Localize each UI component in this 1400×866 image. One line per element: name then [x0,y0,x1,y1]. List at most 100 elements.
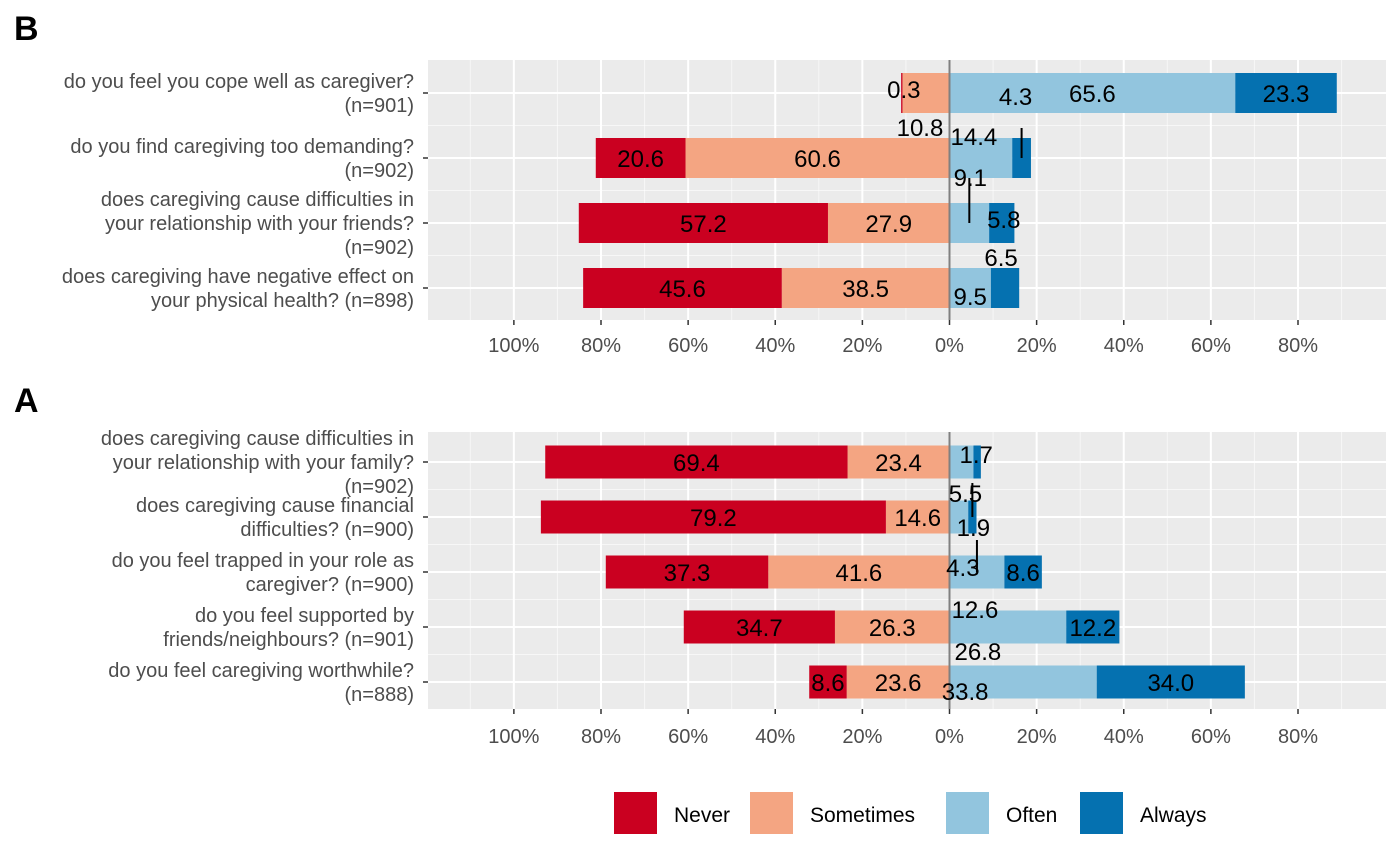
bars [540,445,1245,699]
bar-often [949,138,1013,178]
legend-key-sometimes [750,792,793,834]
bar-sometimes [685,138,950,178]
y-axis: do you feel you cope well as caregiver?(… [62,71,428,312]
x-tick-label: 0% [935,726,964,748]
x-tick-label: 40% [755,726,795,748]
question-label: does caregiving cause financial difficult… [136,495,414,541]
bar-label-always: 34.0 [1147,670,1194,697]
bar-label-never: 0.3 [887,77,920,104]
question-label: do you feel caregiving worthwhile? (n=888… [108,660,414,706]
bar-never [683,610,835,644]
question-label-line: (n=902) [345,476,415,498]
x-tick-label: 80% [1278,726,1318,748]
question-label: do you feel supported by friends/neighbou… [163,605,414,651]
bar-label-never: 79.2 [690,505,737,532]
bar-label-never: 8.6 [811,670,844,697]
bar-label-often: 9.1 [954,165,987,192]
bar-always [1235,73,1337,113]
bar-always [973,445,981,479]
bar-sometimes [846,665,950,699]
bar-label-often: 26.8 [955,639,1002,666]
question-label: do you find caregiving too demanding? (n=… [70,136,414,182]
x-tick-label: 60% [668,726,708,748]
legend-label-often: Often [1006,804,1057,827]
panel-letter-a: A [14,382,39,420]
question-label-line: do you find caregiving too demanding? [70,136,414,158]
bar-always [990,268,1020,308]
x-tick-label: 80% [581,726,621,748]
question-label-line: difficulties? (n=900) [240,519,414,541]
bar-often [949,268,991,308]
legend: Never Sometimes Often Always [614,792,1207,834]
question-label-line: does caregiving cause difficulties in [101,428,414,450]
bar-always [1066,610,1120,644]
x-tick-label: 40% [1104,726,1144,748]
legend-item-never: Never [614,792,730,834]
panel-a: A 69.4 23.4 5.5 1.7 79.2 14.64.3 1.9 37.3 41.6 12.… [14,382,1386,748]
bar-always [989,203,1015,243]
x-tick-label: 60% [1191,335,1231,357]
bar-labels: 0.3 10.8 65.6 23.3 20.6 60.6 14.44.3 57.2 27.9 9.… [617,77,1309,311]
x-tick-label: 20% [842,335,882,357]
bar-sometimes [885,500,950,534]
bar-label-never: 45.6 [659,276,706,303]
question-label-line: caregiver? (n=900) [246,574,414,596]
bar-labels: 69.4 23.4 5.5 1.7 79.2 14.64.3 1.9 37.3 41.6 12.6… [664,442,1194,706]
x-tick-label: 60% [1191,726,1231,748]
question-label: does caregiving have negative effect on y… [62,266,414,312]
bar-sometimes [834,610,950,644]
bar-often [949,500,969,534]
bar-label-sometimes: 10.8 [897,115,944,142]
question-label: does caregiving cause difficulties in you… [101,428,414,498]
bar-label-always: 12.2 [1069,615,1116,642]
bar-never [595,138,686,178]
bar-never [545,445,848,479]
x-tick-label: 60% [668,335,708,357]
bar-label-often: 5.5 [949,481,982,508]
bar-never [605,555,769,589]
question-label-line: does caregiving have negative effect on [62,266,414,288]
x-tick-label: 100% [488,726,539,748]
bar-label-often: 9.5 [954,284,987,311]
bar-never [809,665,847,699]
bar-never [540,500,886,534]
bar-label-always: 1.7 [959,442,992,469]
question-label: does caregiving cause difficulties in you… [101,189,414,259]
bar-label-often: 14.4 [951,124,998,151]
legend-item-always: Always [1080,792,1207,834]
legend-key-often [946,792,989,834]
bar-label-never: 37.3 [664,560,711,587]
x-axis: 100% 80% 60% 40% 20% 0% 20% 40% 60% 80% [488,320,1318,357]
bar-label-always: 1.9 [957,515,990,542]
x-tick-label: 20% [842,726,882,748]
bar-label-sometimes: 23.6 [875,670,922,697]
bar-label-never: 69.4 [673,450,720,477]
x-tick-label: 100% [488,335,539,357]
bar-label-sometimes: 38.5 [842,276,889,303]
bar-often [949,445,974,479]
legend-item-often: Often [946,792,1057,834]
panel-letter-b: B [14,10,39,48]
question-label-line: (n=902) [345,237,415,259]
bars [578,73,1337,308]
bar-label-sometimes: 14.6 [894,505,941,532]
bar-label-always: 8.6 [1006,560,1039,587]
bar-label-always: 23.3 [1263,81,1310,108]
question-label-line: do you feel caregiving worthwhile? [108,660,414,682]
bar-always [1004,555,1042,589]
question-label: do you feel trapped in your role as careg… [112,550,414,596]
x-tick-label: 80% [581,335,621,357]
bar-label-often: 65.6 [1069,81,1116,108]
question-label-line: does caregiving cause financial [136,495,414,517]
bar-label-often: 4.3 [946,555,979,582]
question-label: do you feel you cope well as caregiver?(… [64,71,414,117]
bar-sometimes [827,203,950,243]
bar-never [578,203,828,243]
bar-label-sometimes: 23.4 [875,450,922,477]
question-label-line: does caregiving cause difficulties in [101,189,414,211]
x-axis: 100% 80% 60% 40% 20% 0% 20% 40% 60% 80% [488,709,1318,748]
legend-label-never: Never [674,804,730,827]
question-label-line: friends/neighbours? (n=901) [163,629,414,651]
label-leader-lines [971,483,978,572]
